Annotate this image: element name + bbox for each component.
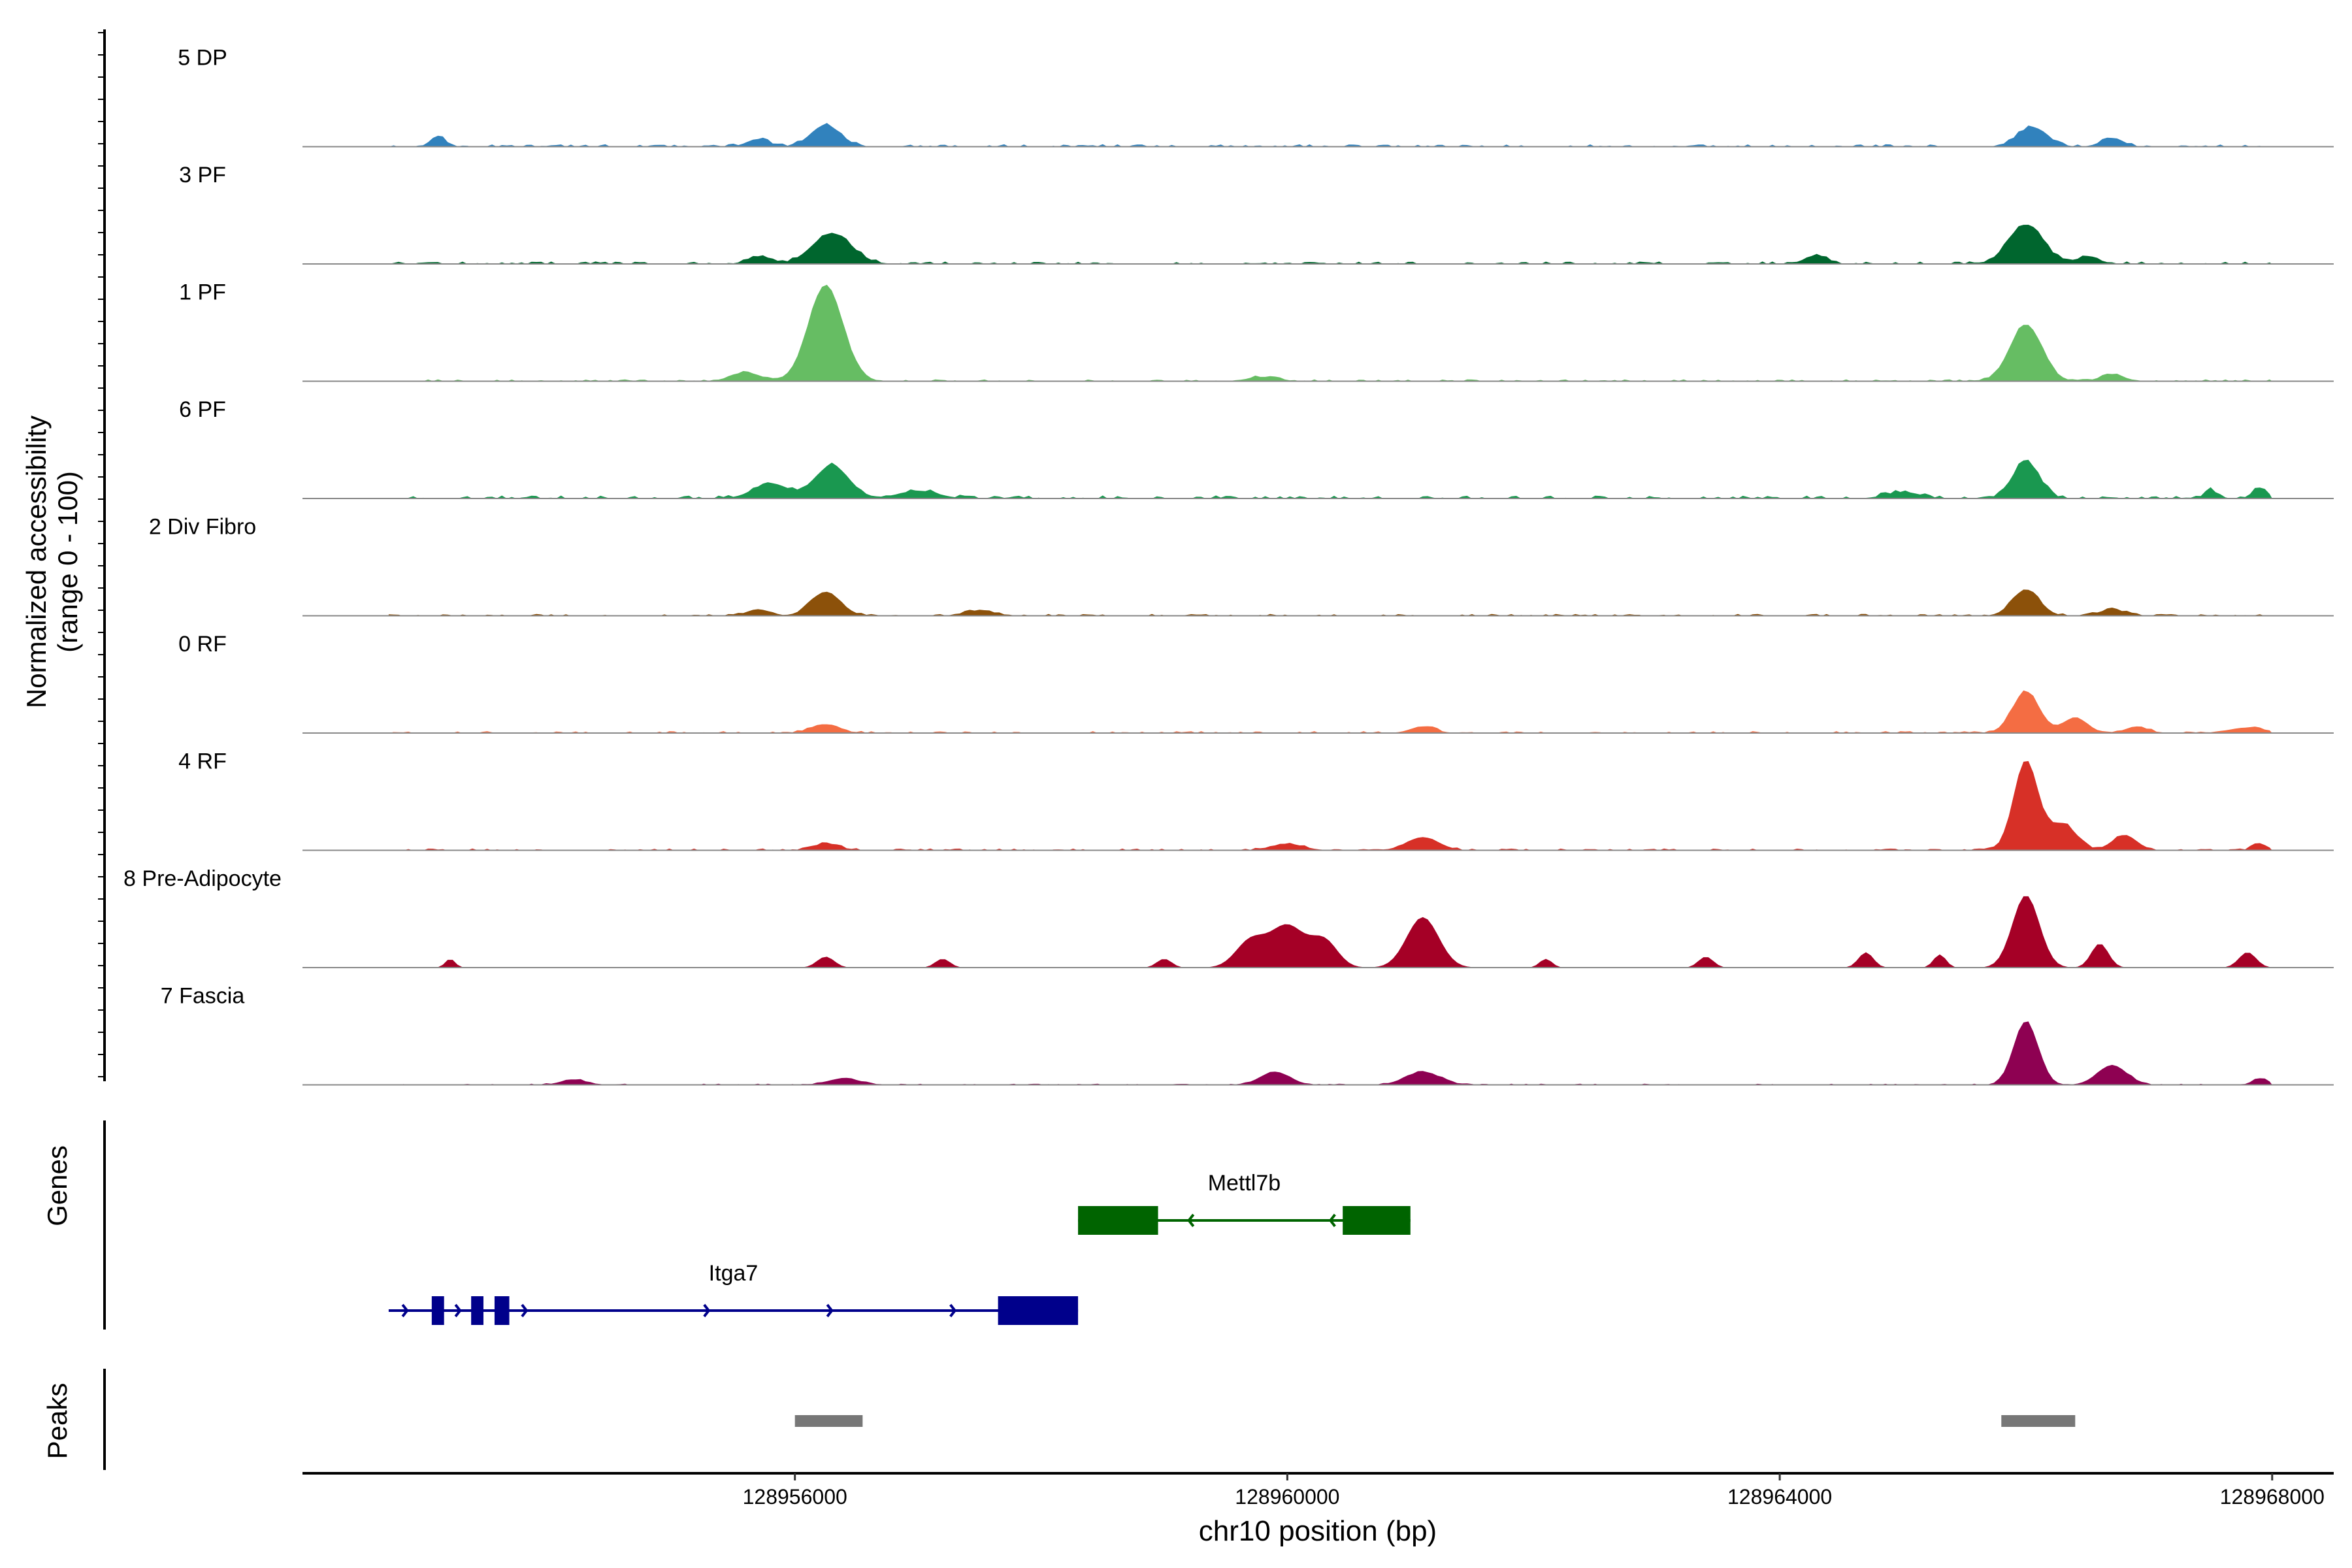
peak-region	[794, 1415, 863, 1427]
gene-exon	[431, 1296, 444, 1325]
coverage-area	[388, 690, 2272, 733]
gene-exon	[1078, 1206, 1158, 1235]
coverage-area	[388, 760, 2272, 851]
x-tick-label: 128964000	[1727, 1485, 1832, 1509]
gene-exon	[471, 1296, 483, 1325]
x-tick-label: 128968000	[2220, 1485, 2325, 1509]
track-label: 5 DP	[178, 46, 227, 71]
strand-arrow	[703, 1303, 711, 1318]
coverage-area	[388, 589, 2272, 616]
track-6: 0 RF	[178, 632, 2334, 734]
track-label: 1 PF	[179, 280, 226, 305]
x-tick-label: 128960000	[1235, 1485, 1339, 1509]
track-9: 7 Fascia	[161, 984, 2334, 1086]
track-label: 8 Pre-Adipocyte	[123, 866, 282, 891]
track-label: 0 RF	[178, 632, 227, 657]
peaks-panel-title-group: Peaks	[42, 1383, 73, 1460]
y-axis-title-line1: Normalized accessibility	[21, 416, 52, 708]
gene-exon	[494, 1296, 510, 1325]
gene-itga7: Itga7	[388, 1261, 1079, 1325]
coverage-area	[388, 284, 2272, 382]
genes-track: Mettl7b Itga7	[388, 1171, 1411, 1325]
coverage-tracks: 5 DP 3 PF 1 PF 6 PF 2 Div Fibro 0 RF 4 RF 8 Pre…	[123, 46, 2334, 1086]
coverage-area	[388, 225, 2272, 264]
coverage-area	[388, 459, 2272, 498]
gene-mettl7b: Mettl7b	[1078, 1171, 1411, 1235]
strand-arrow	[401, 1303, 409, 1318]
track-label: 6 PF	[179, 397, 226, 422]
x-axis-title: chr10 position (bp)	[1199, 1515, 1437, 1547]
track-8: 8 Pre-Adipocyte	[123, 866, 2334, 968]
y-axis-title-line2: (range 0 - 100)	[52, 471, 83, 653]
track-label: 2 Div Fibro	[149, 515, 256, 540]
x-axis-ticks: 128956000 128960000 128964000 128968000	[743, 1473, 2325, 1509]
coverage-y-axis-ticks	[98, 32, 105, 1077]
track-7: 4 RF	[178, 749, 2334, 851]
gene-label: Mettl7b	[1208, 1171, 1281, 1196]
track-label: 3 PF	[179, 163, 226, 188]
track-2: 3 PF	[179, 163, 2334, 265]
track-4: 6 PF	[179, 397, 2334, 499]
strand-arrow	[1187, 1213, 1195, 1228]
coverage-area	[388, 896, 2272, 968]
peaks-panel-title: Peaks	[42, 1383, 73, 1460]
peaks-track	[794, 1415, 2076, 1427]
gene-exon	[1343, 1206, 1411, 1235]
strand-arrow	[949, 1303, 957, 1318]
track-label: 7 Fascia	[161, 984, 245, 1009]
strand-arrow	[521, 1303, 529, 1318]
strand-arrow	[826, 1303, 834, 1318]
coverage-area	[388, 123, 2272, 147]
gene-exon	[998, 1296, 1079, 1325]
track-label: 4 RF	[178, 749, 227, 774]
x-tick-label: 128956000	[743, 1485, 847, 1509]
track-1: 5 DP	[178, 46, 2334, 148]
y-axis-title-group: Normalized accessibility (range 0 - 100)	[21, 416, 83, 708]
coverage-area	[388, 1021, 2272, 1085]
track-3: 1 PF	[179, 280, 2334, 382]
genes-panel-title: Genes	[42, 1145, 73, 1226]
gene-label: Itga7	[709, 1261, 759, 1286]
track-5: 2 Div Fibro	[149, 515, 2334, 617]
strand-arrow	[1328, 1213, 1336, 1228]
genes-panel-title-group: Genes	[42, 1145, 73, 1226]
strand-arrow	[454, 1303, 462, 1318]
peak-region	[2001, 1415, 2076, 1427]
